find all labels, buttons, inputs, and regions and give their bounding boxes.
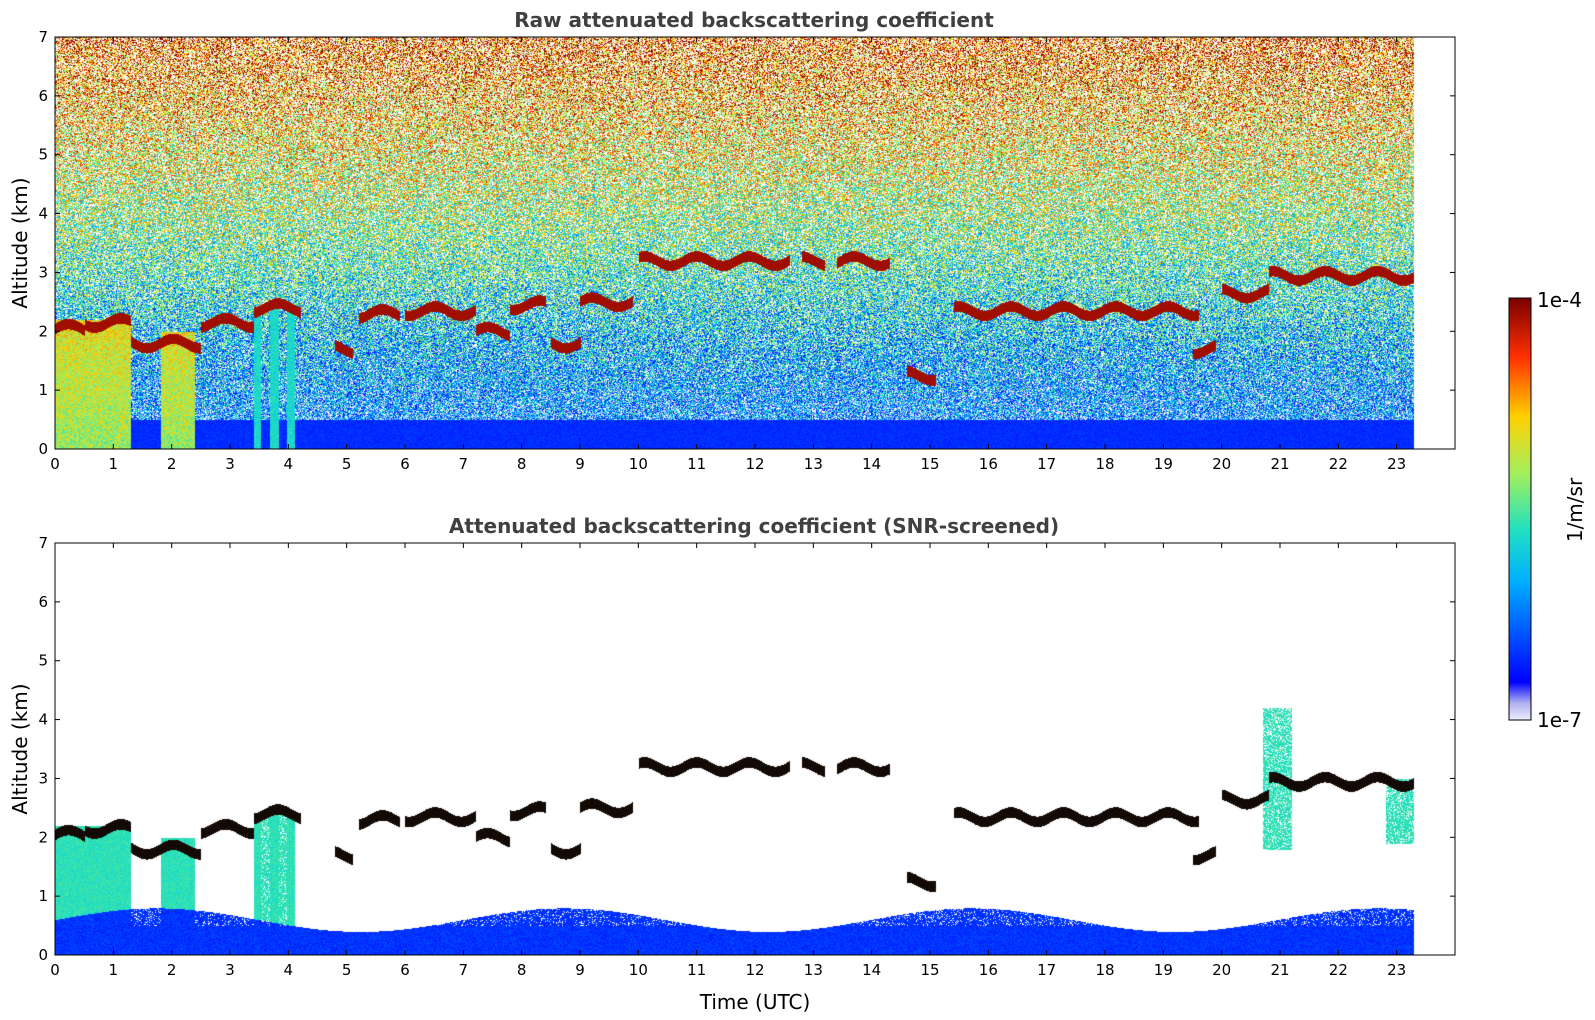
x-tick-label: 19: [1154, 961, 1173, 979]
x-tick-label: 5: [342, 961, 352, 979]
x-tick-label: 13: [804, 455, 823, 473]
x-tick-label: 0: [50, 961, 60, 979]
x-tick-label: 15: [920, 455, 939, 473]
panel-screened-heatmap: [55, 543, 1455, 955]
x-tick-label: 19: [1154, 455, 1173, 473]
x-tick-label: 15: [920, 961, 939, 979]
colorbar-min-label: 1e-7: [1537, 708, 1582, 732]
x-tick-label: 9: [575, 455, 585, 473]
colorbar-label: 1/m/sr: [1563, 477, 1587, 542]
y-tick-label: 7: [38, 28, 48, 46]
x-tick-label: 5: [342, 455, 352, 473]
y-tick-label: 2: [38, 828, 48, 846]
panel-raw-x-ticks: 0 1 2 3 4 5 6 7 8 9 10 11 12 13 14 15 16 17 18 19 20 21 22 23: [50, 37, 1406, 473]
y-tick-label: 1: [38, 381, 48, 399]
panel-raw-y-label: Altitude (km): [8, 177, 32, 308]
panel-raw-title: Raw attenuated backscattering coefficien…: [514, 8, 994, 32]
x-tick-label: 22: [1329, 961, 1348, 979]
panel-screened-y-label: Altitude (km): [8, 683, 32, 814]
x-tick-label: 0: [50, 455, 60, 473]
x-tick-label: 14: [862, 455, 881, 473]
panel-screened-title: Attenuated backscattering coefficient (S…: [449, 514, 1059, 538]
x-tick-label: 3: [225, 961, 235, 979]
x-tick-label: 10: [629, 961, 648, 979]
x-tick-label: 7: [459, 455, 469, 473]
x-tick-label: 22: [1329, 455, 1348, 473]
x-tick-label: 17: [1037, 961, 1056, 979]
x-tick-label: 4: [284, 455, 294, 473]
panel-raw-y-ticks: 0 1 2 3 4 5 6 7: [38, 28, 1455, 458]
x-tick-label: 12: [745, 455, 764, 473]
panel-screened-x-ticks: 0 1 2 3 4 5 6 7 8 9 10 11 12 13 14 15 16 17 18 19 20 21 22 23: [50, 543, 1406, 979]
x-tick-label: 9: [575, 961, 585, 979]
y-tick-label: 6: [38, 593, 48, 611]
x-tick-label: 2: [167, 455, 177, 473]
y-tick-label: 6: [38, 87, 48, 105]
colorbar-gradient: [1508, 297, 1532, 721]
panel-screened: Attenuated backscattering coefficient (S…: [8, 514, 1456, 1014]
x-tick-label: 10: [629, 455, 648, 473]
x-tick-label: 3: [225, 455, 235, 473]
x-tick-label: 4: [284, 961, 294, 979]
x-tick-label: 16: [979, 455, 998, 473]
colorbar: 1e-4 1e-7 1/m/sr: [1508, 288, 1587, 732]
x-tick-label: 20: [1212, 961, 1231, 979]
x-tick-label: 17: [1037, 455, 1056, 473]
y-tick-label: 0: [38, 440, 48, 458]
y-tick-label: 0: [38, 946, 48, 964]
x-tick-label: 18: [1095, 961, 1114, 979]
panel-raw: Raw attenuated backscattering coefficien…: [8, 8, 1456, 473]
y-tick-label: 5: [38, 652, 48, 670]
x-tick-label: 1: [109, 961, 119, 979]
x-tick-label: 2: [167, 961, 177, 979]
x-tick-label: 8: [517, 961, 527, 979]
x-tick-label: 13: [804, 961, 823, 979]
x-tick-label: 6: [400, 961, 410, 979]
panel-screened-x-label: Time (UTC): [699, 990, 811, 1014]
x-tick-label: 1: [109, 455, 119, 473]
y-tick-label: 7: [38, 534, 48, 552]
panel-screened-heatmap-container: [55, 543, 1455, 955]
y-tick-label: 3: [38, 769, 48, 787]
x-tick-label: 7: [459, 961, 469, 979]
x-tick-label: 16: [979, 961, 998, 979]
panel-screened-y-ticks: 0 1 2 3 4 5 6 7: [38, 534, 1455, 964]
panel-raw-heatmap-container: [55, 37, 1455, 449]
y-tick-label: 4: [38, 711, 48, 729]
x-tick-label: 6: [400, 455, 410, 473]
y-tick-label: 4: [38, 205, 48, 223]
y-tick-label: 2: [38, 322, 48, 340]
y-tick-label: 1: [38, 887, 48, 905]
x-tick-label: 11: [687, 455, 706, 473]
x-tick-label: 20: [1212, 455, 1231, 473]
x-tick-label: 23: [1387, 455, 1406, 473]
y-tick-label: 3: [38, 263, 48, 281]
x-tick-label: 8: [517, 455, 527, 473]
x-tick-label: 23: [1387, 961, 1406, 979]
x-tick-label: 12: [745, 961, 764, 979]
x-tick-label: 21: [1270, 455, 1289, 473]
x-tick-label: 18: [1095, 455, 1114, 473]
colorbar-max-label: 1e-4: [1537, 288, 1582, 312]
x-tick-label: 11: [687, 961, 706, 979]
x-tick-label: 14: [862, 961, 881, 979]
x-tick-label: 21: [1270, 961, 1289, 979]
panel-raw-heatmap: [55, 37, 1455, 449]
y-tick-label: 5: [38, 146, 48, 164]
